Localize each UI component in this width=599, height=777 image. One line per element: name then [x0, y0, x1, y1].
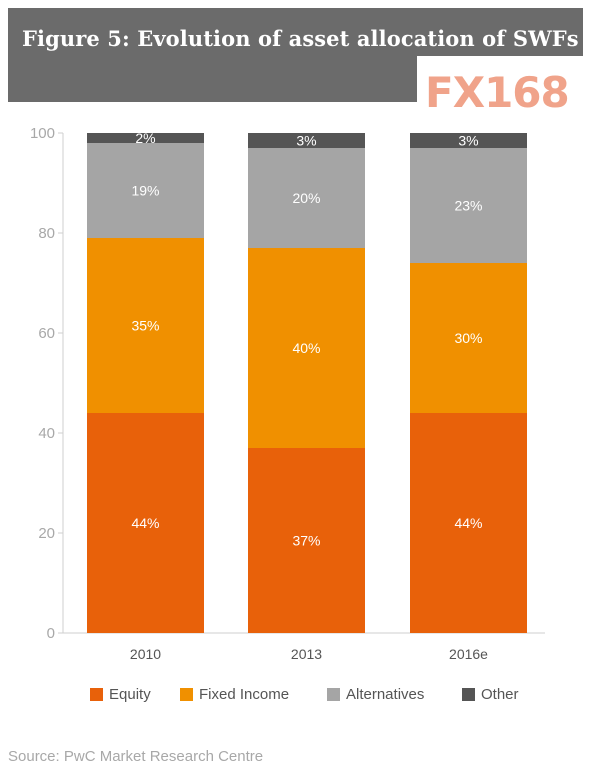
- source-note: Source: PwC Market Research Centre: [8, 748, 264, 765]
- bar-alternatives: [410, 148, 527, 263]
- legend-swatch: [180, 688, 193, 701]
- x-category-label: 2010: [130, 646, 161, 662]
- data-label: 40%: [292, 340, 320, 356]
- data-label: 3%: [458, 133, 478, 149]
- data-label: 44%: [454, 515, 482, 531]
- legend-swatch: [462, 688, 475, 701]
- stacked-bar-chart: 0 20 40 60 80 100 44% 35% 19% 2% 2010 37% 40% 20% 3% 20…: [30, 125, 545, 662]
- data-label: 44%: [131, 515, 159, 531]
- bar-fixed-income: [248, 248, 365, 448]
- legend: Equity Fixed Income Alternatives Other: [90, 686, 570, 706]
- bar-other: [87, 133, 204, 143]
- logo-text: FX168: [425, 68, 570, 117]
- data-label: 23%: [454, 198, 482, 214]
- title-bar: Figure 5: Evolution of asset allocation …: [8, 8, 583, 102]
- legend-label: Equity: [109, 686, 151, 703]
- legend-label: Alternatives: [346, 686, 425, 703]
- y-tick-label: 80: [38, 225, 55, 242]
- x-category-label: 2013: [291, 646, 322, 662]
- bar-alternatives: [87, 143, 204, 238]
- legend-item: Fixed Income: [180, 686, 289, 703]
- bar-equity: [410, 413, 527, 633]
- legend-item: Equity: [90, 686, 151, 703]
- y-tick-label: 60: [38, 325, 55, 342]
- bar-other: [248, 133, 365, 148]
- y-tick-label: 100: [30, 125, 55, 142]
- bar-fixed-income: [87, 238, 204, 413]
- bar-equity: [248, 448, 365, 633]
- y-tick-label: 20: [38, 525, 55, 542]
- legend-label: Other: [481, 686, 519, 703]
- bar-fixed-income: [410, 263, 527, 413]
- data-label: 37%: [292, 533, 320, 549]
- data-label: 30%: [454, 330, 482, 346]
- watermark-logo: FX168: [417, 56, 583, 128]
- legend-swatch: [327, 688, 340, 701]
- bar-other: [410, 133, 527, 148]
- x-category-label: 2016e: [449, 646, 488, 662]
- legend-swatch: [90, 688, 103, 701]
- data-label: 20%: [292, 190, 320, 206]
- y-tick-label: 40: [38, 425, 55, 442]
- legend-label: Fixed Income: [199, 686, 290, 703]
- data-label: 2%: [135, 130, 155, 146]
- data-label: 3%: [296, 133, 316, 149]
- chart-title: Figure 5: Evolution of asset allocation …: [22, 26, 579, 51]
- legend-item: Other: [462, 686, 519, 703]
- bar-alternatives: [248, 148, 365, 248]
- bar-equity: [87, 413, 204, 633]
- data-label: 19%: [131, 183, 159, 199]
- y-tick-label: 0: [47, 625, 55, 642]
- data-label: 35%: [131, 318, 159, 334]
- legend-item: Alternatives: [327, 686, 424, 703]
